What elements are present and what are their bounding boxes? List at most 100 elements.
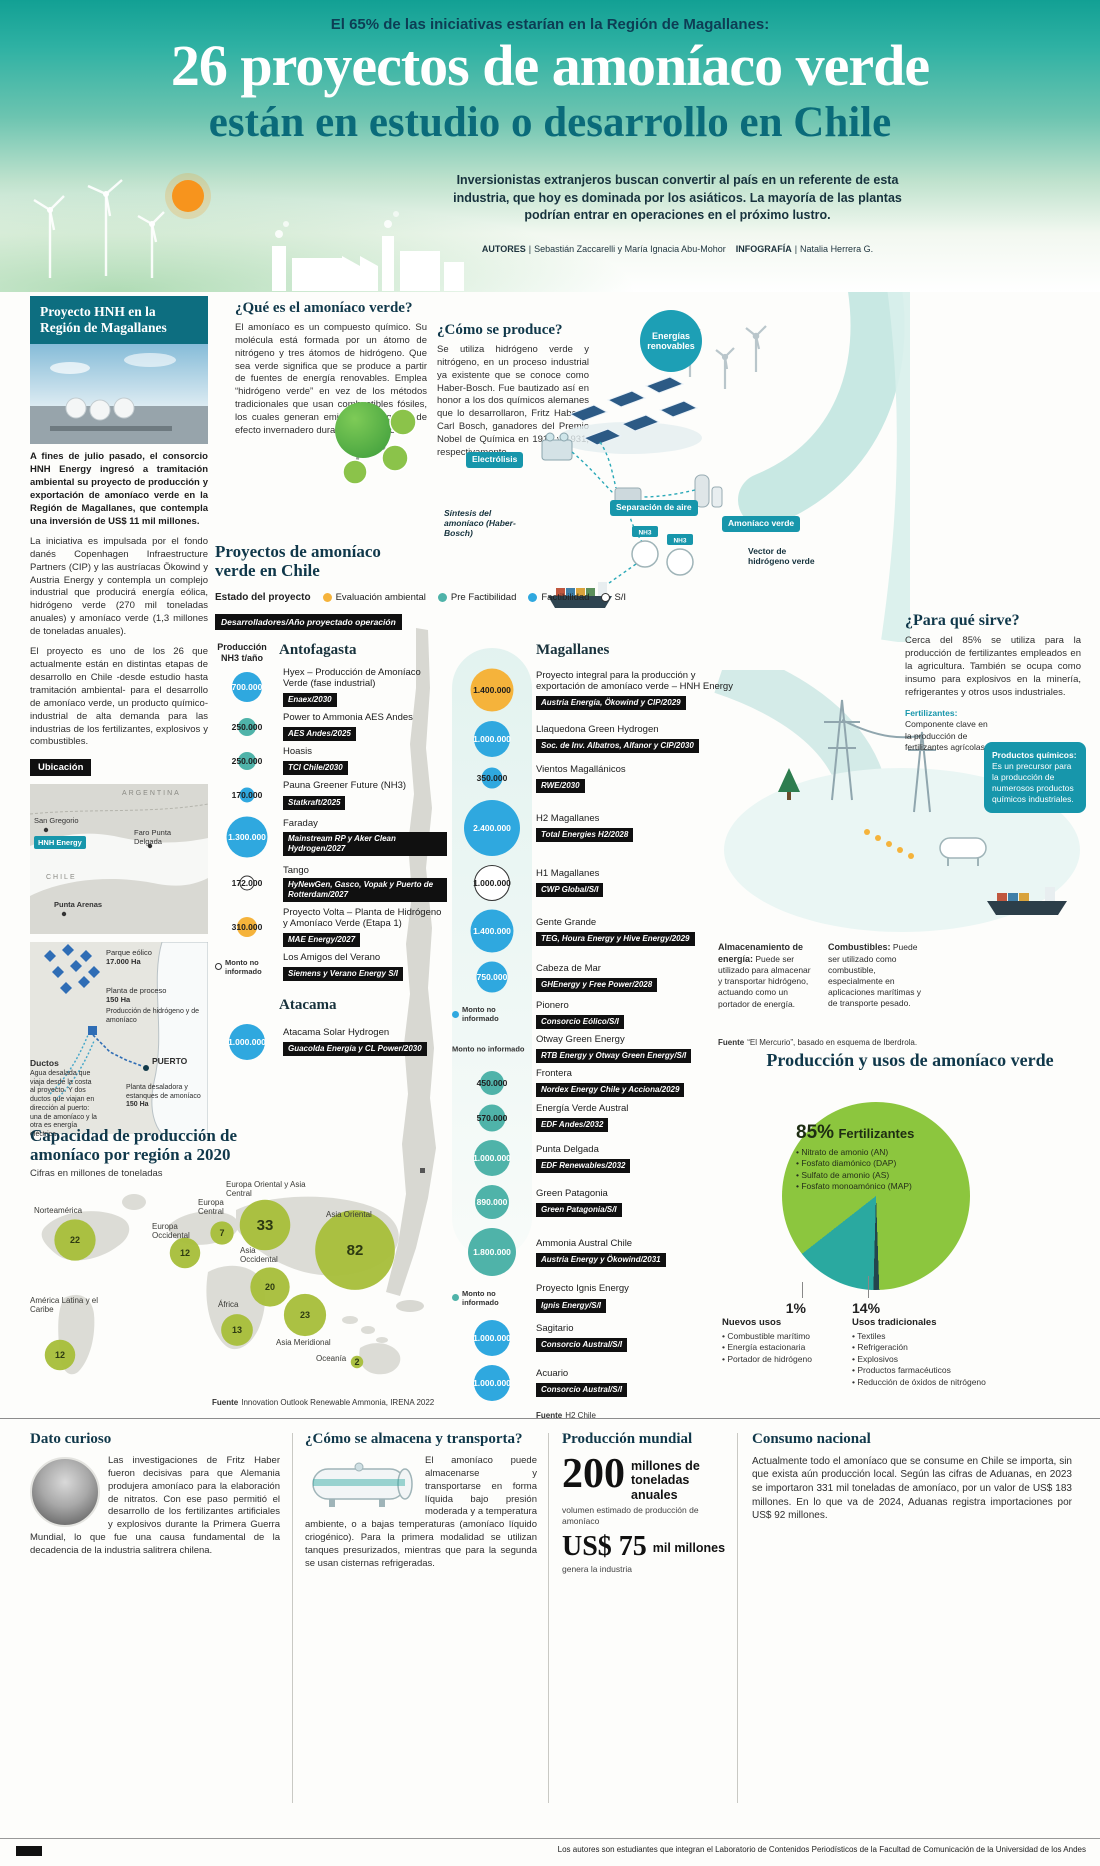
nh3-text: NH3 [638,530,651,537]
planta-text: Planta de proceso [106,986,167,996]
nh3-chip: NH3 [632,526,658,537]
project-developer: Consorcio Austral/S/I [536,1338,628,1353]
project-developer: Guacolda Energía y CL Power/2030 [283,1042,427,1057]
capacity-value: 2 [354,1357,359,1367]
project-amount: Monto no informado [452,1283,532,1312]
project-name: Green Patagonia [536,1187,608,1199]
desaladora-text: Planta desaladora y estanques de amoníac… [126,1084,201,1100]
production-process-diagram: NH3 NH3 [541,292,910,642]
project-bubble [474,1364,510,1401]
no-amount-label: Monto no informado [452,1289,528,1307]
world-map-svg: 22 12 12 7 33 20 13 23 82 2 [41,1194,401,1375]
capacity-bubble [54,1219,96,1261]
fertilizantes-pct: 85% [796,1122,835,1143]
capacity-region-label: Europa Occidental [152,1222,190,1241]
project-bubble [239,875,255,891]
project-value: 570.000 [476,1112,508,1123]
project-name: Ammonia Austral Chile [536,1237,633,1249]
bullet-item: • Sulfato de amonio (AS) [796,1169,890,1180]
punta-arenas-label: Punta Arenas [54,900,103,910]
legend-label: Pre Factibilidad [450,592,517,603]
hnh-region-map: ARGENTINA San Gregorio HNH Energy Faro P… [30,784,208,935]
project-bubble [464,799,520,856]
hnh-paragraph-3: El proyecto es uno de los 26 que actualm… [30,646,208,748]
project-name: H1 Magallanes [536,868,600,880]
legend-dot-factibilidad [528,593,538,602]
project-value: 750.000 [476,972,508,983]
world-volume-number: 200 [562,1450,625,1497]
bullet-item: • Fosfato diamónico (DAP) [796,1158,897,1169]
status-dot [452,1010,459,1018]
project-amount: 1.800.000 [452,1226,532,1278]
project-developer: Consorcio Austral/S/I [536,1383,628,1398]
ammonia-molecule-icon [335,402,417,485]
project-bubble [468,1228,516,1277]
planta-proceso-label: Planta de proceso 150 Ha [106,986,204,1004]
project-amount: 1.000.000 [215,1022,279,1062]
project-amount: 1.000.000 [452,1318,532,1358]
project-developer: RTB Energy y Otway Green Energy/S/I [536,1049,692,1064]
dato-curioso-title: Dato curioso [30,1431,112,1447]
electrolisis-label: Electrólisis [466,452,524,468]
project-developer: MAE Energy/2027 [283,933,361,948]
bullet-item: • Nitrato de amonio (AN) [796,1147,889,1157]
capacity-region-label: Europa Oriental y Asia Central [226,1180,306,1199]
credit-separator: | [528,244,532,254]
fertilizantes-items: • Nitrato de amonio (AN) • Fosfato diamón… [796,1147,952,1193]
project-value: 450.000 [476,1077,508,1088]
legend-dot-si [601,593,611,602]
project-name: Otway Green Energy [536,1033,625,1045]
project-name: Hoasis [283,746,313,758]
project-name: Faraday [283,818,318,830]
bullet-item: • Reducción de óxidos de nitrógeno [852,1376,986,1387]
capacity-region-label: Norteamérica [34,1206,83,1215]
teal-arc-band-2 [881,292,910,642]
capacity-bubble [283,1293,327,1337]
pressurized-tank-icon [312,1462,413,1507]
project-bubble [474,864,510,901]
project-developer: Austria Energy y Ökowind/2031 [536,1252,666,1267]
bullet-item: • Portador de hidrógeno [722,1353,812,1364]
project-row: 172.000 Tango HyNewGen, Gasco, Vopak y Pue… [215,865,447,902]
quimicos-title: Productos químicos: [992,750,1077,760]
sintesis-label: Síntesis del amoníaco (Haber-Bosch) [444,508,516,539]
project-row: 1.000.000 Punta Delgada EDF Renewables/203… [452,1138,742,1178]
hnh-title: Proyecto HNH en la Región de Magallanes [30,296,208,345]
region-map-shapes [30,784,208,935]
project-bubble [474,720,510,757]
pie-tick [868,1276,869,1298]
project-row: 1.400.000 Gente Grande TEG, Houra Energy y… [452,908,742,955]
map-marker [420,1168,425,1173]
desaladora-label: Planta desaladora y estanques de amoníac… [126,1084,206,1109]
almacenamiento-title: Almacenamiento de energía: [718,942,804,964]
project-amount: 1.300.000 [215,815,279,860]
ductos-title: Ductos [30,1058,59,1069]
legend-dot-prefactibilidad [437,593,447,602]
legend-label: S/I [614,592,627,603]
project-name: Gente Grande [536,916,597,928]
project-amount: 2.400.000 [452,798,532,858]
project-row: 1.000.000 Atacama Solar Hydrogen Guacolda … [215,1022,447,1062]
project-name: Llaquedona Green Hydrogen [536,723,659,735]
amoniaco-verde-label: Amoníaco verde [722,516,801,532]
production-column-header: Producción NH3 t/año [217,642,267,663]
project-row: 1.400.000 Proyecto integral para la produ… [452,667,742,714]
bullet-item: • Energía estacionaria [722,1342,806,1353]
teal-arc-band [738,292,905,527]
project-developer: TCI Chile/2030 [283,761,348,776]
project-developer: Austria Energía, Ökowind y CIP/2029 [536,696,686,711]
project-bubble [238,717,256,736]
project-row: 890.000 Green Patagonia Green Patagonia/S/… [452,1183,742,1221]
source-text: H2 Chile [565,1410,596,1420]
project-developer: EDF Andes/2032 [536,1118,609,1133]
capacity-value: 20 [265,1282,275,1292]
wind-turbines-icon [33,179,165,278]
hnh-paragraph-1: A fines de julio pasado, el consorcio HN… [30,451,208,527]
atacama-project-list: 1.000.000 Atacama Solar Hydrogen Guacolda … [215,1022,447,1062]
separacion-aire-label: Separación de aire [610,500,698,516]
solar-panels-icon [558,376,702,454]
project-bubble [475,1185,509,1220]
status-dot [452,1294,459,1302]
combustibles-title: Combustibles: [828,942,891,952]
authors-label: AUTORES [481,244,526,254]
